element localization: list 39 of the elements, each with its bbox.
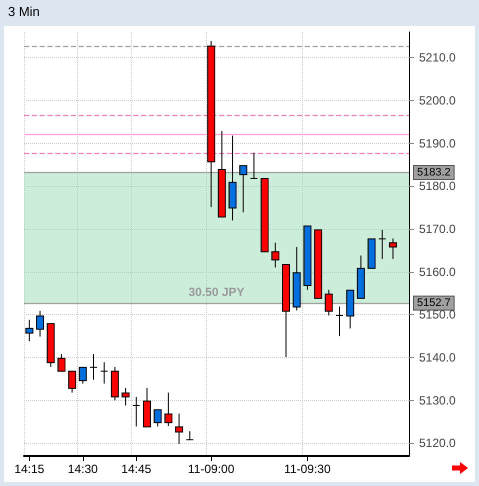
- candlestick: [90, 354, 98, 380]
- candlestick: [186, 430, 194, 440]
- y-tick-label: 5210.0: [419, 50, 456, 65]
- candlestick: [78, 366, 87, 384]
- ref-line-label: 5152.7: [417, 297, 451, 310]
- x-tick-label: 11-09:00: [188, 462, 235, 476]
- y-tick-label: 5150.0: [419, 308, 456, 322]
- candlestick: [388, 238, 397, 260]
- y-tick-label: 5200.0: [419, 94, 456, 108]
- x-tick-label: 11-09:30: [284, 462, 331, 476]
- candlestick: [36, 310, 44, 338]
- candlestick: [250, 152, 258, 179]
- y-tick-label: 5120.0: [419, 436, 456, 450]
- y-tick-label: 5140.0: [419, 350, 456, 364]
- y-tick-label: 5160.0: [419, 264, 456, 279]
- candlestick: [378, 229, 386, 260]
- x-tick-label: 14:30: [68, 462, 98, 476]
- candlestick: [271, 242, 280, 268]
- candlestick: [335, 306, 344, 337]
- y-tick-label: 5130.0: [419, 393, 456, 408]
- band-label: 30.50 JPY: [188, 285, 245, 300]
- candlestick: [324, 289, 333, 316]
- candlestick: [154, 409, 162, 427]
- candlestick: [57, 354, 66, 372]
- candlestick: [132, 396, 140, 427]
- y-tick-label: 5190.0: [419, 136, 456, 150]
- candlestick: [100, 362, 108, 384]
- chart-title: 3 Min: [8, 4, 40, 19]
- candlestick: [175, 413, 184, 445]
- y-tick-label: 5180.0: [419, 179, 456, 194]
- candlestick: [68, 370, 76, 394]
- candlestick: [25, 319, 34, 342]
- candlestick: [164, 392, 172, 427]
- y-tick-label: 5170.0: [419, 222, 456, 236]
- candlestick: [122, 387, 130, 406]
- candlestick: [239, 165, 248, 213]
- ref-line-label: 5183.2: [417, 166, 451, 178]
- x-tick-label: 14:15: [14, 462, 45, 476]
- x-tick-label: 14:45: [121, 462, 152, 476]
